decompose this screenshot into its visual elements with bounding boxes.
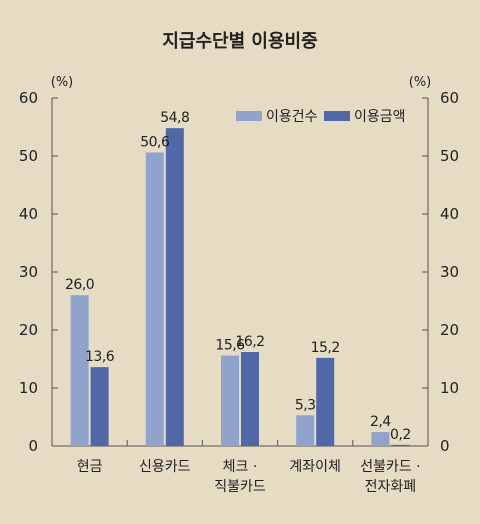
category-label: 체크 ·	[223, 459, 258, 475]
legend-swatch	[324, 111, 350, 121]
category-label: 직불카드	[214, 479, 266, 495]
right-tick-label: 10	[440, 379, 459, 397]
left-tick-label: 60	[19, 89, 38, 107]
legend-swatch	[236, 111, 262, 121]
bar-count	[371, 432, 390, 446]
category-labels: 현금 신용카드 체크 · 직불카드 계좌이체 선불카드 · 전자화폐	[77, 459, 421, 495]
category-label: 신용카드	[139, 459, 191, 475]
right-axis-unit: (%)	[409, 75, 432, 90]
bar-amount	[391, 444, 410, 446]
bar-amount	[165, 128, 184, 446]
category-label: 계좌이체	[289, 459, 341, 475]
bars	[70, 128, 410, 446]
value-label: 0,2	[390, 427, 411, 443]
category-label: 전자화폐	[365, 479, 417, 495]
legend-label: 이용금액	[354, 109, 406, 125]
right-tick-label: 60	[440, 89, 459, 107]
right-tick-label: 0	[440, 437, 450, 455]
value-label: 2,4	[370, 414, 391, 430]
value-label: 15,6	[215, 338, 245, 354]
bar-amount	[316, 357, 335, 446]
right-tick-label: 40	[440, 205, 459, 223]
right-tick-label: 50	[440, 147, 459, 165]
bar-count	[221, 355, 239, 446]
bar-count	[296, 415, 315, 446]
value-label: 54,8	[160, 110, 189, 126]
legend-label: 이용건수	[266, 109, 318, 125]
left-tick-label: 10	[19, 379, 38, 397]
value-label: 15,2	[311, 340, 340, 356]
left-tick-label: 40	[19, 205, 38, 223]
bar-amount	[90, 367, 109, 446]
bar-count	[70, 295, 89, 446]
legend: 이용건수 이용금액	[236, 109, 406, 125]
value-label: 16,2	[235, 334, 264, 350]
value-labels: 26,0 13,6 50,6 54,8 15,616,2 5,3 15,2 2,40,2	[65, 110, 411, 443]
category-label: 현금	[77, 459, 103, 475]
bar-count	[145, 152, 164, 446]
left-tick-label: 20	[19, 321, 38, 339]
value-label: 5,3	[295, 397, 316, 413]
left-axis-unit: (%)	[51, 75, 74, 90]
left-tick-label: 30	[19, 263, 38, 281]
chart-title: 지급수단별 이용비중	[162, 31, 317, 52]
category-label: 선불카드 ·	[360, 459, 420, 475]
axes: 0 0 10 10 20 20 30 30 40 40 50 50 60 60	[19, 89, 459, 455]
left-tick-label: 50	[19, 147, 38, 165]
value-label: 50,6	[140, 135, 170, 151]
bar-amount	[241, 352, 259, 446]
left-tick-label: 0	[28, 437, 38, 455]
value-label: 13,6	[85, 349, 115, 365]
right-tick-label: 30	[440, 263, 459, 281]
value-label: 26,0	[65, 277, 94, 293]
right-tick-label: 20	[440, 321, 459, 339]
